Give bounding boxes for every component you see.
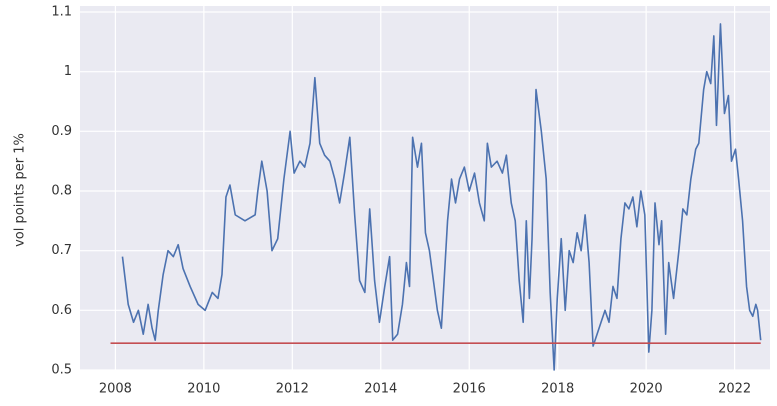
y-tick-label: 0.9 (51, 124, 72, 139)
y-tick-label: 0.8 (51, 184, 72, 199)
x-tick-label: 2008 (99, 382, 132, 397)
y-tick-label: 1 (64, 64, 72, 79)
y-axis-label: vol points per 1% (13, 133, 28, 247)
line-series (121, 23, 762, 371)
y-tick-label: 0.7 (51, 243, 72, 258)
x-tick-label: 2012 (276, 382, 309, 397)
x-tick-label: 2020 (630, 382, 663, 397)
plot-background (80, 6, 770, 370)
x-tick-label: 2016 (453, 382, 486, 397)
x-tick-label: 2022 (718, 382, 751, 397)
y-tick-label: 0.6 (51, 303, 72, 318)
y-tick-label: 0.5 (51, 363, 72, 378)
y-tick-label: 1.1 (51, 5, 72, 20)
x-tick-label: 2014 (364, 382, 397, 397)
x-tick-label: 2010 (187, 382, 220, 397)
x-tick-label: 2018 (541, 382, 574, 397)
